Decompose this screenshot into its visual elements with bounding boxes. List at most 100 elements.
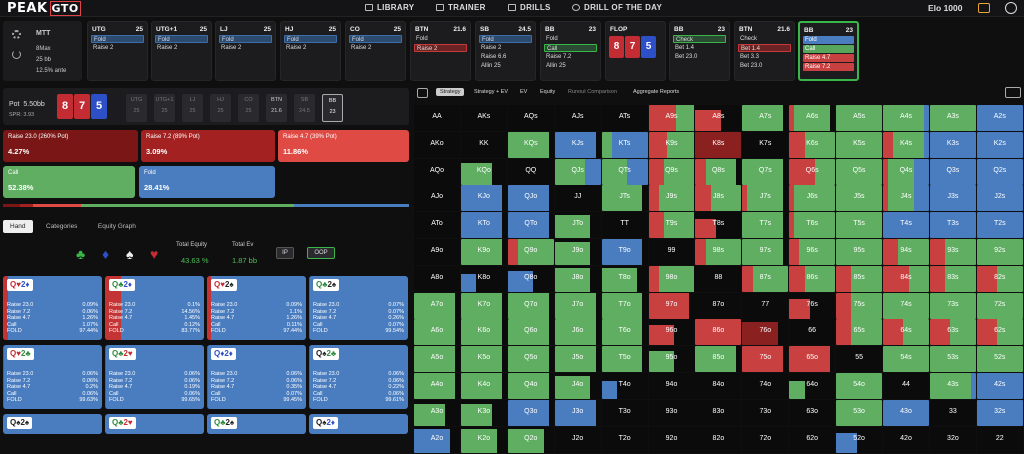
hand-cell-J4s[interactable]: J4s	[883, 185, 929, 212]
hand-cell-97o[interactable]: 97o	[648, 292, 695, 319]
strategy-tile[interactable]: Raise 23.0 (260% Pot) 4.27%	[3, 130, 138, 162]
hand-cell-53o[interactable]: 53o	[836, 399, 883, 426]
seat-co[interactable]: CO 25	[238, 94, 259, 122]
hand-cell-J5o[interactable]: J5o	[554, 346, 601, 373]
hand-cell-53s[interactable]: 53s	[929, 346, 976, 373]
hand-cell-T3o[interactable]: T3o	[601, 399, 648, 426]
action-option[interactable]: Bet 23.0	[740, 63, 763, 69]
hand-cell-A6s[interactable]: A6s	[789, 105, 836, 131]
action-option[interactable]: Fold	[91, 35, 144, 43]
action-option[interactable]: Fold	[349, 35, 402, 43]
hand-cell-K9o[interactable]: K9o	[460, 239, 507, 265]
hand-cell-T9o[interactable]: T9o	[601, 239, 648, 265]
hand-cell-AA[interactable]: AA	[414, 105, 460, 131]
oop-toggle[interactable]: OOP	[307, 247, 335, 259]
action-option[interactable]: Raise 7.2	[546, 54, 572, 60]
hand-cell-76o[interactable]: 76o	[742, 319, 789, 346]
hand-cell-A4o[interactable]: A4o	[414, 373, 460, 399]
hand-cell-K3s[interactable]: K3s	[929, 131, 976, 158]
action-option[interactable]: Bet 1.4	[675, 45, 695, 51]
combo-card[interactable]: Q♠2♠	[3, 414, 102, 434]
action-option[interactable]: Check	[740, 36, 758, 42]
hand-cell-QJo[interactable]: QJo	[507, 185, 554, 212]
hand-cell-93o[interactable]: 93o	[648, 399, 695, 426]
hand-cell-K3o[interactable]: K3o	[460, 399, 507, 426]
hand-cell-Q5o[interactable]: Q5o	[507, 346, 554, 373]
hand-cell-Q5s[interactable]: Q5s	[836, 158, 883, 185]
hand-cell-83s[interactable]: 83s	[929, 265, 976, 292]
hand-cell-KTo[interactable]: KTo	[460, 212, 507, 239]
action-option[interactable]: Raise 4.7	[803, 54, 854, 62]
action-option[interactable]: Allin 25	[546, 63, 566, 69]
hand-cell-97s[interactable]: 97s	[742, 239, 789, 265]
hand-cell-42s[interactable]: 42s	[976, 373, 1023, 399]
hand-cell-J6s[interactable]: J6s	[789, 185, 836, 212]
hand-cell-AJs[interactable]: AJs	[554, 105, 601, 131]
hand-cell-K5s[interactable]: K5s	[836, 131, 883, 158]
hand-cell-KTs[interactable]: KTs	[601, 131, 648, 158]
hand-cell-AKo[interactable]: AKo	[414, 131, 460, 158]
hand-cell-63o[interactable]: 63o	[789, 399, 836, 426]
combo-card[interactable]: Q♥2♣ Raise 23.0 0.06% Raise 7.2 0.06% Raise 4…	[3, 345, 102, 409]
hand-cell-Q6o[interactable]: Q6o	[507, 319, 554, 346]
hand-cell-Q8s[interactable]: Q8s	[695, 158, 742, 185]
hand-cell-86s[interactable]: 86s	[789, 265, 836, 292]
position-card-co[interactable]: CO 25 Fold Raise 2	[345, 21, 406, 81]
hand-cell-22[interactable]: 22	[976, 426, 1023, 453]
hand-cell-A5o[interactable]: A5o	[414, 346, 460, 373]
hand-cell-43s[interactable]: 43s	[929, 373, 976, 399]
position-card-bb[interactable]: BB 23 Check Bet 1.4 Bet 23.0	[669, 21, 730, 81]
hand-cell-KQs[interactable]: KQs	[507, 131, 554, 158]
hand-cell-K6o[interactable]: K6o	[460, 319, 507, 346]
combo-card[interactable]: Q♥2♦ Raise 23.0 0.09% Raise 7.2 0.06% Raise 4…	[3, 276, 102, 340]
hand-cell-98o[interactable]: 98o	[648, 265, 695, 292]
hand-cell-65s[interactable]: 65s	[836, 319, 883, 346]
hand-cell-54o[interactable]: 54o	[836, 373, 883, 399]
gear-icon[interactable]	[12, 30, 21, 39]
hand-cell-87o[interactable]: 87o	[695, 292, 742, 319]
tab-equity-graph[interactable]: Equity Graph	[97, 223, 136, 230]
hand-cell-99[interactable]: 99	[648, 239, 695, 265]
hand-cell-Q9s[interactable]: Q9s	[648, 158, 695, 185]
hand-cell-A9s[interactable]: A9s	[648, 105, 695, 131]
hand-cell-A3o[interactable]: A3o	[414, 399, 460, 426]
hand-cell-77[interactable]: 77	[742, 292, 789, 319]
hand-cell-A3s[interactable]: A3s	[929, 105, 976, 131]
action-option[interactable]: Raise 6.6	[481, 54, 507, 60]
combo-card[interactable]: Q♣2♦ Raise 23.0 0.1% Raise 7.2 14.56% Raise 4…	[105, 276, 204, 340]
hand-cell-T8o[interactable]: T8o	[601, 265, 648, 292]
hand-cell-A7s[interactable]: A7s	[742, 105, 789, 131]
hand-cell-42o[interactable]: 42o	[883, 426, 929, 453]
hand-cell-KJs[interactable]: KJs	[554, 131, 601, 158]
hand-cell-76s[interactable]: 76s	[789, 292, 836, 319]
hand-cell-54s[interactable]: 54s	[883, 346, 929, 373]
tab-hand[interactable]: Hand	[3, 220, 33, 233]
seat-hj[interactable]: HJ 25	[210, 94, 231, 122]
action-option[interactable]: Allin 25	[481, 63, 501, 69]
hand-cell-J5s[interactable]: J5s	[836, 185, 883, 212]
chat-icon[interactable]	[978, 3, 990, 13]
hand-cell-K4o[interactable]: K4o	[460, 373, 507, 399]
hand-cell-72s[interactable]: 72s	[976, 292, 1023, 319]
position-card-lj[interactable]: LJ 25 Fold Raise 2	[215, 21, 276, 81]
hand-cell-T8s[interactable]: T8s	[695, 212, 742, 239]
strategy-tile[interactable]: Raise 4.7 (39% Pot) 11.86%	[278, 130, 409, 162]
hand-cell-83o[interactable]: 83o	[695, 399, 742, 426]
hand-cell-63s[interactable]: 63s	[929, 319, 976, 346]
combo-card[interactable]: Q♠2♣ Raise 23.0 0.06% Raise 7.2 0.06% Raise 4…	[309, 345, 408, 409]
hand-cell-KQo[interactable]: KQo	[460, 158, 507, 185]
tab-strategy-ev[interactable]: Strategy + EV	[474, 89, 509, 95]
action-option[interactable]: Fold	[546, 36, 558, 42]
hand-cell-J3o[interactable]: J3o	[554, 399, 601, 426]
hand-cell-Q3s[interactable]: Q3s	[929, 158, 976, 185]
nav-library[interactable]: LIBRARY	[365, 3, 414, 12]
action-option[interactable]: Bet 23.0	[675, 54, 698, 60]
hand-cell-A2o[interactable]: A2o	[414, 426, 460, 453]
hand-cell-86o[interactable]: 86o	[695, 319, 742, 346]
hand-cell-J7o[interactable]: J7o	[554, 292, 601, 319]
hand-cell-TT[interactable]: TT	[601, 212, 648, 239]
hand-cell-QQ[interactable]: QQ	[507, 158, 554, 185]
hand-cell-K9s[interactable]: K9s	[648, 131, 695, 158]
position-card-sb[interactable]: SB 24.5 Fold Raise 2 Raise 6.6 Allin 25	[475, 21, 536, 81]
hand-cell-T2s[interactable]: T2s	[976, 212, 1023, 239]
